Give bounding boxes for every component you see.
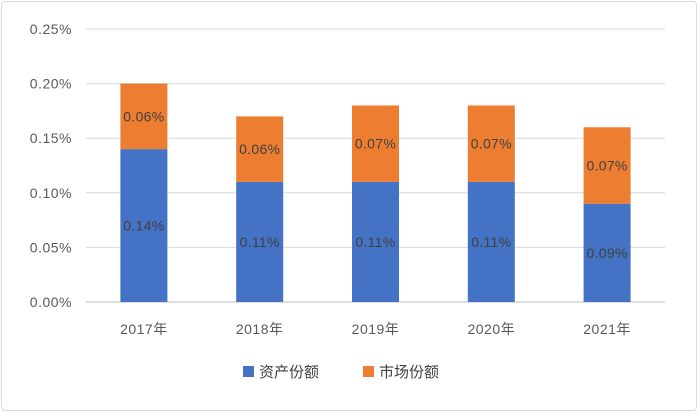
- x-tick-label: 2019年: [352, 321, 400, 337]
- data-label: 0.11%: [355, 234, 395, 250]
- x-axis: 2017年 2018年 2019年 2020年 2021年: [120, 321, 631, 337]
- bar-segment: [352, 105, 399, 182]
- data-label: 0.06%: [239, 141, 280, 157]
- y-tick-label: 0.20%: [30, 76, 72, 92]
- bar-segment: [120, 83, 168, 150]
- legend: 资产份额 市场份额: [243, 364, 439, 381]
- x-tick-label: 2021年: [583, 321, 631, 337]
- bar-segment: [352, 181, 399, 302]
- legend-label: 资产份额: [259, 364, 319, 381]
- data-labels: 0.14% 0.06% 0.11% 0.06% 0.11% 0.07% 0.11% 0.07%…: [123, 108, 627, 260]
- legend-swatch: [363, 366, 374, 377]
- bar-segment: [467, 105, 515, 182]
- stacked-bar-chart: 0.00% 0.05% 0.10% 0.15% 0.20% 0.25% 0.14% 0.06…: [30, 21, 665, 381]
- chart-frame: 0.00% 0.05% 0.10% 0.15% 0.20% 0.25% 0.14% 0.06…: [1, 1, 697, 411]
- data-label: 0.07%: [355, 136, 396, 152]
- bar-segment: [236, 116, 284, 182]
- bar-segment: [120, 149, 168, 302]
- data-label: 0.06%: [123, 108, 164, 124]
- y-tick-label: 0.10%: [30, 185, 72, 201]
- y-axis: 0.00% 0.05% 0.10% 0.15% 0.20% 0.25%: [30, 21, 72, 310]
- y-tick-label: 0.15%: [30, 130, 72, 146]
- data-label: 0.11%: [471, 234, 511, 250]
- legend-swatch: [243, 366, 254, 377]
- bars: [120, 83, 631, 302]
- y-tick-label: 0.00%: [30, 294, 72, 310]
- bar-segment: [236, 181, 284, 302]
- legend-label: 市场份额: [379, 364, 439, 381]
- bar-segment: [467, 181, 515, 302]
- x-tick-label: 2017年: [120, 321, 168, 337]
- y-tick-label: 0.25%: [30, 21, 72, 37]
- data-label: 0.07%: [471, 136, 512, 152]
- data-label: 0.11%: [240, 234, 280, 250]
- x-tick-label: 2020年: [467, 321, 515, 337]
- data-label: 0.09%: [586, 245, 627, 261]
- data-label: 0.07%: [586, 158, 627, 174]
- x-tick-label: 2018年: [236, 321, 284, 337]
- data-label: 0.14%: [123, 218, 164, 234]
- bar-segment: [583, 203, 631, 302]
- y-tick-label: 0.05%: [30, 239, 72, 255]
- bar-segment: [583, 127, 631, 204]
